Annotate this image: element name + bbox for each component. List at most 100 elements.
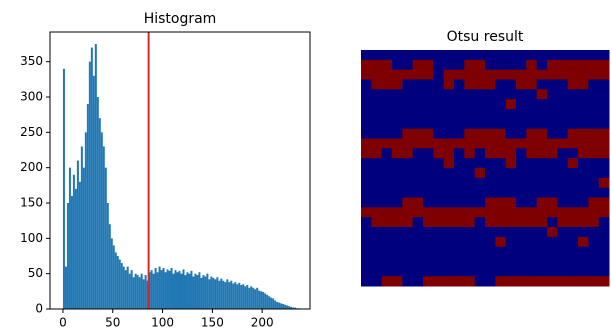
pixel: [475, 158, 486, 168]
pixel: [464, 276, 475, 286]
pixel: [599, 60, 610, 70]
pixel: [392, 237, 403, 247]
pixel: [433, 198, 444, 208]
x-tick-label: 150: [201, 316, 224, 330]
pixel: [392, 109, 403, 119]
pixel: [547, 80, 558, 90]
pixel: [588, 139, 599, 149]
bar: [177, 272, 179, 309]
pixel: [578, 129, 589, 139]
pixel: [413, 119, 424, 129]
pixel: [547, 139, 558, 149]
pixel: [464, 158, 475, 168]
bar: [101, 132, 103, 309]
pixel: [382, 198, 393, 208]
pixel: [588, 129, 599, 139]
pixel: [485, 168, 496, 178]
pixel: [382, 60, 393, 70]
pixel: [547, 266, 558, 276]
pixel: [402, 207, 413, 217]
pixel: [537, 217, 548, 227]
pixel: [506, 158, 517, 168]
pixel: [402, 148, 413, 158]
pixel: [402, 237, 413, 247]
pixel: [547, 119, 558, 129]
bar: [248, 288, 250, 309]
chart-title: Histogram: [144, 11, 217, 27]
pixel: [402, 89, 413, 99]
pixel: [454, 60, 465, 70]
pixel: [371, 80, 382, 90]
pixel: [578, 227, 589, 237]
pixel: [557, 266, 568, 276]
pixel: [578, 168, 589, 178]
pixel: [402, 158, 413, 168]
pixel: [444, 158, 455, 168]
pixel: [444, 148, 455, 158]
pixel: [506, 99, 517, 109]
pixel: [433, 266, 444, 276]
pixel: [588, 207, 599, 217]
pixel: [526, 109, 537, 119]
pixel: [557, 148, 568, 158]
pixel: [599, 227, 610, 237]
pixel: [537, 109, 548, 119]
pixel: [568, 50, 579, 60]
pixel: [423, 188, 434, 198]
bar: [109, 224, 111, 309]
pixel: [423, 178, 434, 188]
pixel: [526, 247, 537, 257]
pixel: [526, 178, 537, 188]
pixel: [516, 227, 527, 237]
bar: [222, 281, 224, 309]
pixel: [475, 276, 486, 286]
pixel: [485, 227, 496, 237]
pixel: [516, 247, 527, 257]
x-tick-label: 50: [105, 316, 120, 330]
pixel: [382, 70, 393, 80]
bar: [175, 270, 177, 309]
pixel: [485, 237, 496, 247]
pixel: [526, 158, 537, 168]
bar: [133, 277, 135, 309]
pixel: [454, 70, 465, 80]
pixel: [526, 198, 537, 208]
pixel: [444, 70, 455, 80]
pixel: [588, 266, 599, 276]
pixel: [506, 109, 517, 119]
bar: [87, 104, 89, 309]
pixel: [402, 257, 413, 267]
pixel: [433, 50, 444, 60]
pixel: [464, 217, 475, 227]
pixel: [433, 247, 444, 257]
pixel: [485, 257, 496, 267]
pixel: [402, 60, 413, 70]
pixel: [485, 188, 496, 198]
bar: [167, 269, 169, 309]
pixel: [568, 99, 579, 109]
pixel: [537, 178, 548, 188]
bar: [200, 278, 202, 309]
x-tick-label: 0: [59, 316, 67, 330]
pixel: [475, 266, 486, 276]
pixel: [423, 50, 434, 60]
pixel: [547, 50, 558, 60]
pixel: [433, 70, 444, 80]
pixel: [526, 148, 537, 158]
pixel: [444, 99, 455, 109]
pixel: [371, 276, 382, 286]
pixel: [557, 89, 568, 99]
pixel: [413, 80, 424, 90]
pixel: [371, 158, 382, 168]
bar: [252, 288, 254, 309]
pixel: [557, 247, 568, 257]
pixel: [568, 207, 579, 217]
pixel: [557, 207, 568, 217]
pixel: [599, 148, 610, 158]
pixel: [485, 60, 496, 70]
pixel: [547, 129, 558, 139]
pixel: [516, 119, 527, 129]
pixel: [506, 207, 517, 217]
pixel: [371, 99, 382, 109]
bar: [184, 275, 186, 309]
